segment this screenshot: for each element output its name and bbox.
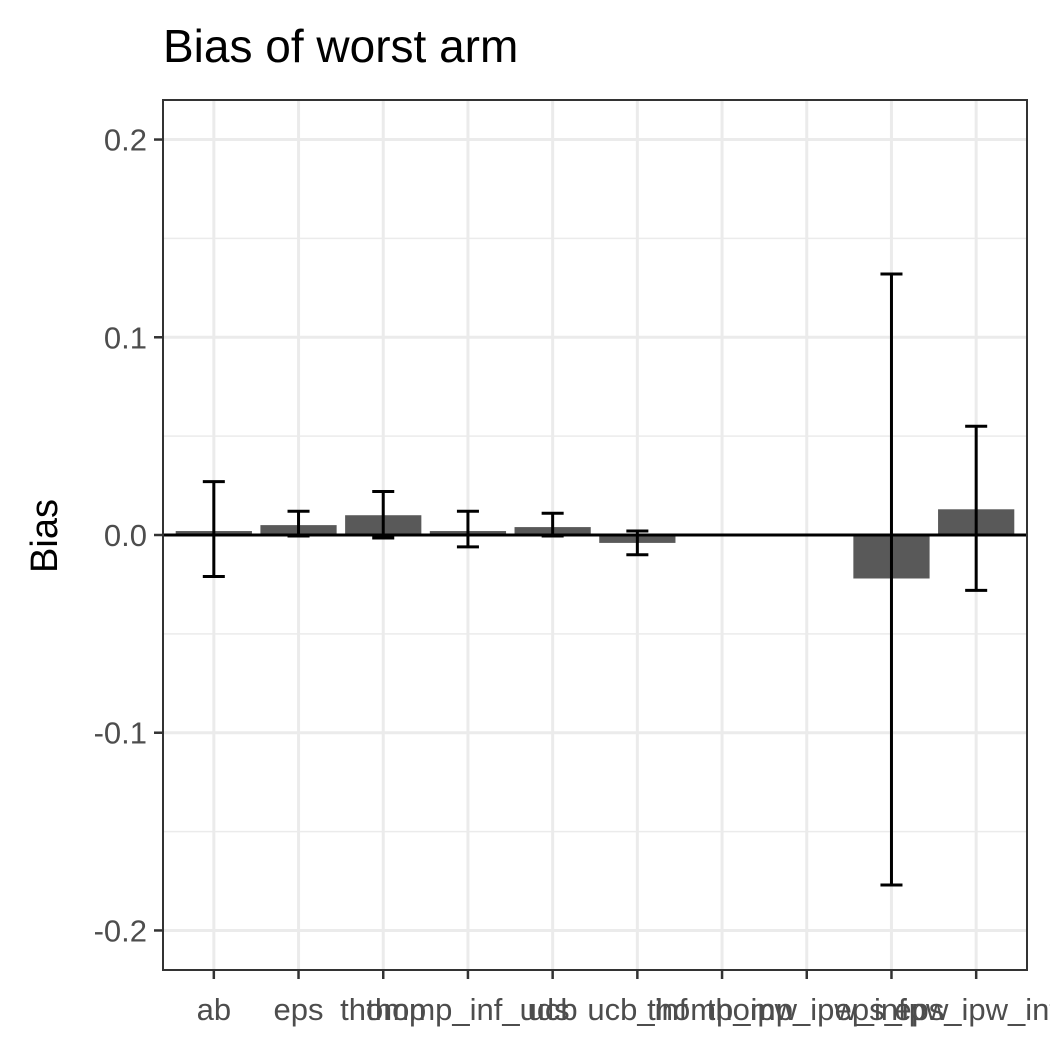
x-tick-label-eps_ipw_inf: eps_ipw_inf <box>894 992 1050 1027</box>
errorbar-thomp <box>372 490 395 540</box>
error-bars <box>202 272 988 887</box>
x-tick-label-eps_ipw: eps_ipw <box>835 992 949 1027</box>
errorbar-thomp_inf_uds <box>456 509 479 549</box>
errorbar-ucb_inf <box>626 529 649 557</box>
x-tick-label-ucb_inf: ucb_inf <box>587 992 687 1027</box>
x-tick-label-ucb: ucb <box>528 992 578 1027</box>
x-tick-label-ab: ab <box>197 992 231 1027</box>
y-tick-label: 0.1 <box>104 320 147 355</box>
y-axis: -0.2 -0.1 0.0 0.1 0.2 <box>94 123 163 948</box>
errorbar-eps_ipw <box>880 272 903 887</box>
bars <box>175 509 1015 579</box>
x-tick-label-thomp: thomp <box>340 992 426 1027</box>
y-tick-label: 0.2 <box>104 123 147 158</box>
x-tick-label-thomp_ipw: thomp_ipw <box>647 992 798 1027</box>
y-tick-label: 0.0 <box>104 518 147 553</box>
x-tick-label-thomp_ipw_inf: thomp_ipw_inf <box>707 992 907 1027</box>
chart-title: Bias of worst arm <box>163 20 518 72</box>
errorbar-ucb <box>541 511 564 538</box>
x-tick-label-eps: eps <box>274 992 324 1027</box>
errorbar-ab <box>202 480 225 579</box>
y-tick-label: -0.1 <box>94 716 147 751</box>
errorbar-eps <box>287 509 310 538</box>
x-tick-label-thomp_inf_uds: thomp_inf_uds <box>366 992 569 1027</box>
errorbar-eps_ipw_inf <box>965 424 988 592</box>
y-axis-label: Bias <box>24 499 66 573</box>
y-tick-label: -0.2 <box>94 913 147 948</box>
